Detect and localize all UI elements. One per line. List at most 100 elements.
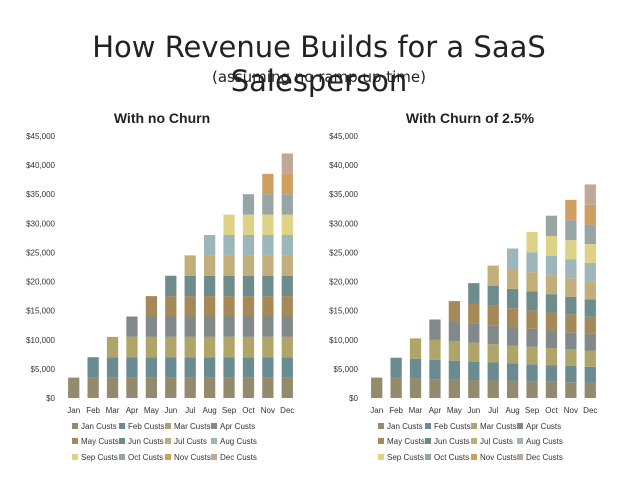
- bar-segment: [262, 377, 274, 398]
- legend-swatch: [72, 423, 78, 429]
- x-tick-label: Dec: [280, 406, 294, 415]
- bar-segment: [203, 255, 216, 276]
- bar-segment: [584, 184, 596, 205]
- bar-segment: [262, 255, 274, 276]
- y-tick-label: $40,000: [26, 161, 55, 170]
- legend-label: Oct Custs: [434, 453, 469, 462]
- bar-segment: [506, 327, 519, 346]
- legend-swatch: [517, 454, 523, 460]
- bar-segment: [526, 310, 538, 329]
- bar-segment: [262, 173, 274, 195]
- y-tick-label: $30,000: [329, 219, 358, 228]
- bar-segment: [584, 382, 596, 398]
- bar-segment: [468, 380, 480, 398]
- bar-segment: [242, 194, 255, 215]
- legend-label: Apr Custs: [526, 422, 561, 431]
- x-tick-label: May: [447, 406, 462, 415]
- x-tick-label: Mar: [409, 406, 423, 415]
- bar-segment: [506, 345, 519, 364]
- bar-segment: [565, 349, 577, 366]
- bar-segment: [545, 330, 558, 349]
- bar-segment: [262, 357, 274, 378]
- legend-label: May Custs: [81, 437, 119, 446]
- bar-segment: [429, 379, 441, 398]
- legend-label: Jul Custs: [480, 437, 513, 446]
- bar-segment: [223, 214, 235, 235]
- bar-segment: [565, 259, 577, 279]
- legend-swatch: [165, 423, 171, 429]
- bar-segment: [106, 377, 119, 398]
- bar-segment: [584, 281, 596, 300]
- bar-segment: [448, 341, 461, 361]
- legend-swatch: [517, 423, 523, 429]
- bar-segment: [262, 214, 274, 235]
- slide-title: How Revenue Builds for a SaaS Salesperso…: [92, 30, 546, 98]
- bar-segment: [506, 380, 519, 398]
- x-tick-label: Sep: [222, 406, 237, 415]
- bar-segment: [203, 234, 216, 256]
- legend-label: Feb Custs: [434, 422, 470, 431]
- bar-segment: [242, 255, 255, 276]
- bar-segment: [281, 194, 293, 215]
- bar-segment: [242, 296, 255, 317]
- bar-segment: [126, 336, 138, 358]
- bar-segment: [584, 299, 596, 317]
- bar-segment: [87, 357, 99, 378]
- bar-segment: [165, 296, 177, 317]
- bar-segment: [565, 240, 577, 260]
- bar-segment: [390, 378, 402, 398]
- bar-segment: [584, 366, 596, 383]
- x-tick-label: Dec: [583, 406, 597, 415]
- bar-segment: [409, 358, 422, 379]
- bar-segment: [487, 265, 499, 286]
- bar-segment: [584, 333, 596, 351]
- y-tick-label: $35,000: [26, 190, 55, 199]
- x-tick-label: Apr: [126, 406, 139, 415]
- x-tick-label: Jun: [467, 406, 480, 415]
- legend-swatch: [72, 438, 78, 444]
- x-tick-label: Nov: [564, 406, 578, 415]
- legend-swatch: [119, 423, 125, 429]
- bar-segment: [165, 377, 177, 398]
- bar-segment: [223, 357, 235, 378]
- x-tick-label: May: [144, 406, 159, 415]
- y-tick-label: $10,000: [329, 336, 358, 345]
- y-tick-label: $45,000: [26, 132, 55, 141]
- bar-segment: [203, 336, 216, 358]
- bar-segment: [584, 316, 596, 334]
- bar-segment: [126, 377, 138, 398]
- bar-segment: [526, 346, 538, 365]
- legend-swatch: [517, 438, 523, 444]
- bar-segment: [184, 336, 196, 358]
- y-tick-label: $10,000: [26, 336, 55, 345]
- bar-segment: [565, 199, 577, 221]
- bar-segment: [262, 336, 274, 358]
- x-tick-label: Jul: [488, 406, 498, 415]
- bar-segment: [526, 252, 538, 273]
- bar-segment: [223, 336, 235, 358]
- bar-segment: [448, 379, 461, 398]
- legend-label: Dec Custs: [526, 453, 563, 462]
- legend-label: Apr Custs: [220, 422, 255, 431]
- bar-segment: [526, 231, 538, 253]
- legend-label: Dec Custs: [220, 453, 257, 462]
- bar-segment: [584, 224, 596, 245]
- bar-segment: [184, 357, 196, 378]
- x-tick-label: Jan: [67, 406, 80, 415]
- bar-segment: [468, 361, 480, 381]
- bar-segment: [371, 377, 383, 398]
- bar-segment: [145, 296, 158, 317]
- bar-segment: [565, 365, 577, 383]
- bar-segment: [487, 285, 499, 306]
- bar-segment: [203, 316, 216, 337]
- bar-segment: [165, 316, 177, 337]
- bar-segment: [223, 275, 235, 297]
- bar-segment: [242, 234, 255, 256]
- bar-segment: [429, 319, 441, 340]
- bar-segment: [223, 296, 235, 317]
- legend-label: Aug Custs: [220, 437, 257, 446]
- bar-segment: [584, 204, 596, 225]
- legend-swatch: [165, 438, 171, 444]
- legend-label: Nov Custs: [480, 453, 517, 462]
- y-tick-label: $5,000: [31, 365, 56, 374]
